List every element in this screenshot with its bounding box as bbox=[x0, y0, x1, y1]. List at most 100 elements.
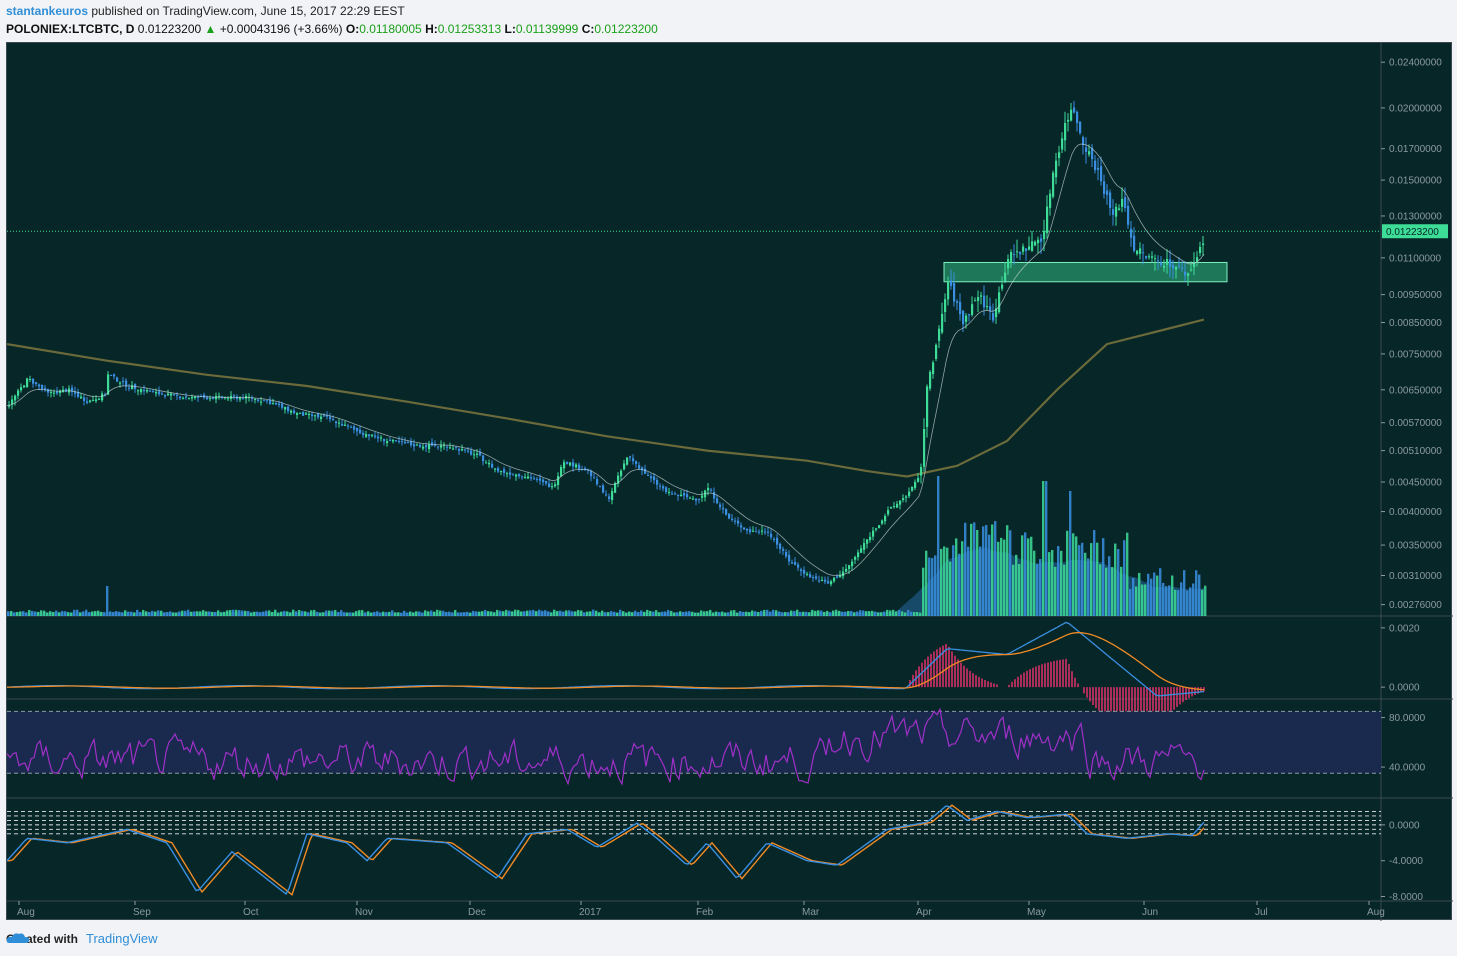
candle-body bbox=[467, 450, 470, 452]
candle-body bbox=[107, 374, 110, 395]
candle-body bbox=[872, 530, 875, 537]
volume-bar bbox=[217, 610, 220, 616]
volume-bar bbox=[346, 612, 349, 616]
volume-bar bbox=[595, 610, 598, 616]
volume-bar bbox=[1033, 550, 1036, 616]
candle-body bbox=[161, 393, 164, 395]
volume-bar bbox=[1063, 564, 1066, 616]
volume-bar bbox=[1090, 543, 1093, 616]
time-tick-label: Mar bbox=[802, 907, 820, 918]
volume-bar bbox=[70, 612, 73, 616]
chart-svg[interactable]: 0.02400000 0.02000000 0.01700000 0.01500000… bbox=[7, 43, 1453, 921]
candle-body bbox=[1013, 253, 1016, 255]
volume-bar bbox=[841, 611, 844, 616]
candle-body bbox=[1055, 160, 1058, 178]
osc-tick-label: -8.0000 bbox=[1389, 892, 1423, 903]
candle-body bbox=[65, 389, 68, 392]
volume-bar bbox=[250, 612, 253, 616]
volume-bar bbox=[61, 611, 64, 616]
candle-body bbox=[455, 447, 458, 449]
volume-bar bbox=[556, 611, 559, 616]
volume-bar bbox=[1174, 589, 1177, 616]
volume-bar bbox=[988, 534, 991, 616]
time-tick-label: Oct bbox=[243, 907, 259, 918]
candle-body bbox=[506, 473, 509, 475]
candle-body bbox=[1193, 261, 1196, 268]
candle-body bbox=[1157, 260, 1160, 262]
candle-body bbox=[470, 450, 473, 455]
volume-bar bbox=[139, 612, 142, 616]
tradingview-brand-link[interactable]: TradingView bbox=[86, 931, 158, 946]
support-zone bbox=[943, 261, 1228, 283]
volume-bar bbox=[715, 611, 718, 616]
volume-bar bbox=[424, 610, 427, 616]
price-tick-label: 0.00510000 bbox=[1389, 446, 1442, 457]
candle-body bbox=[494, 468, 497, 470]
candle-body bbox=[272, 403, 275, 405]
candle-body bbox=[311, 414, 314, 417]
volume-bar bbox=[394, 612, 397, 616]
candle-body bbox=[935, 344, 938, 359]
volume-bar bbox=[142, 609, 145, 616]
candle-body bbox=[1181, 267, 1184, 269]
volume-bar bbox=[160, 610, 163, 616]
open-value: 0.01180005 bbox=[359, 22, 422, 36]
candle-body bbox=[185, 396, 188, 398]
candle-body bbox=[689, 497, 692, 499]
candle-body bbox=[806, 573, 809, 575]
volume-bar bbox=[667, 609, 670, 616]
volume-bar bbox=[712, 612, 715, 616]
candle-body bbox=[941, 313, 944, 333]
volume-bar bbox=[403, 610, 406, 616]
candle-body bbox=[407, 441, 410, 443]
price-tick-label: 0.02000000 bbox=[1389, 103, 1442, 114]
candle-body bbox=[530, 477, 533, 479]
candle-body bbox=[770, 533, 773, 538]
volume-bar bbox=[511, 611, 514, 616]
price-tick-label: 0.01700000 bbox=[1389, 144, 1442, 155]
candle-body bbox=[779, 543, 782, 549]
candle-body bbox=[1121, 198, 1124, 207]
volume-bar bbox=[775, 610, 778, 616]
candle-body bbox=[332, 419, 335, 421]
candle-body bbox=[353, 426, 356, 430]
candle-body bbox=[641, 467, 644, 471]
volume-bar bbox=[694, 612, 697, 616]
close-value: 0.01223200 bbox=[594, 22, 658, 36]
volume-bar bbox=[130, 611, 133, 616]
candle-body bbox=[545, 480, 548, 484]
volume-bar bbox=[871, 610, 874, 616]
candle-body bbox=[836, 576, 839, 578]
volume-bar bbox=[847, 611, 850, 616]
volume-bar bbox=[781, 612, 784, 616]
candle-body bbox=[986, 306, 989, 308]
candle-body bbox=[863, 543, 866, 550]
volume-bar bbox=[214, 612, 217, 616]
volume-bar bbox=[247, 611, 250, 616]
candle-body bbox=[149, 390, 152, 392]
candle-body bbox=[410, 441, 413, 446]
volume-bar bbox=[925, 550, 928, 616]
candle-body bbox=[749, 529, 752, 533]
candle-body bbox=[803, 569, 806, 574]
candle-body bbox=[302, 411, 305, 416]
author-link[interactable]: stantankeuros bbox=[6, 4, 89, 18]
volume-bar bbox=[256, 611, 259, 616]
candle-body bbox=[503, 469, 506, 473]
volume-bar bbox=[1123, 540, 1126, 616]
volume-bar bbox=[229, 610, 232, 616]
volume-bar bbox=[169, 611, 172, 616]
volume-bar bbox=[652, 611, 655, 616]
candle-body bbox=[914, 481, 917, 488]
candle-body bbox=[581, 469, 584, 471]
candle-body bbox=[377, 436, 380, 439]
volume-bar bbox=[109, 611, 112, 616]
candle-body bbox=[623, 463, 626, 470]
volume-bar bbox=[757, 612, 760, 616]
candle-body bbox=[11, 399, 14, 405]
candle-body bbox=[800, 569, 803, 572]
volume-bar bbox=[751, 610, 754, 616]
volume-bar bbox=[232, 609, 235, 616]
chart-area[interactable]: 0.02400000 0.02000000 0.01700000 0.01500000… bbox=[6, 42, 1453, 921]
volume-bar bbox=[865, 611, 868, 616]
